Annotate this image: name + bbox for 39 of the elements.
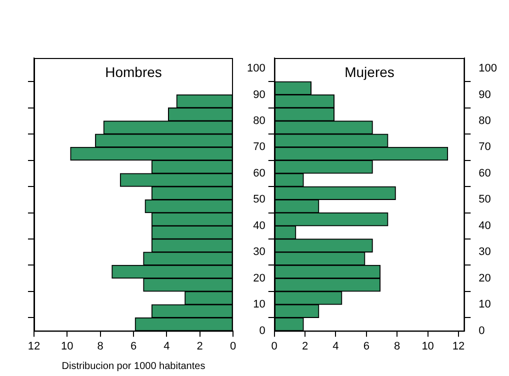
y-tick-label: 10 <box>478 298 491 311</box>
y2-tick-label: 60 <box>253 167 266 180</box>
y2-tick-label: 90 <box>253 88 266 101</box>
x-tick-label: 12 <box>452 340 465 352</box>
y2-tick-label: 100 <box>246 62 266 75</box>
x-tick-label: 4 <box>164 340 170 352</box>
y-tick-label: 0 <box>478 324 485 337</box>
text: Mujeres <box>344 64 394 80</box>
x-tick-label: 6 <box>363 340 370 352</box>
x-tick-label: 10 <box>61 340 74 352</box>
y-tick-label: 60 <box>478 167 491 180</box>
y-tick-label: 100 <box>478 62 498 75</box>
y2-tick-label: 20 <box>253 272 266 284</box>
x-axis-title: Distribucion por 1000 habitantes <box>62 360 206 372</box>
x-tick-label: 4 <box>332 340 339 352</box>
y-tick-label: 50 <box>478 194 491 206</box>
y2-tick-label: 70 <box>253 141 266 154</box>
y2-tick-label: 40 <box>253 220 266 232</box>
x-tick-label: 12 <box>28 340 40 352</box>
y-tick-label: 40 <box>478 220 491 232</box>
y2-tick-label: 0 <box>259 324 266 337</box>
y-tick-label: 70 <box>478 141 491 154</box>
x-tick-label: 2 <box>196 340 203 352</box>
y2-tick-label: 30 <box>253 246 266 258</box>
y-tick-label: 90 <box>478 88 491 101</box>
x-tick-label: 0 <box>230 340 236 352</box>
x-tick-label: 10 <box>422 340 434 352</box>
x-tick-label: 6 <box>130 340 137 352</box>
x-tick-label: 8 <box>97 340 104 352</box>
y2-tick-label: 50 <box>253 194 266 206</box>
x-tick-label: 8 <box>394 340 400 352</box>
y-tick-label: 80 <box>478 114 491 127</box>
y-tick-label: 30 <box>478 246 491 258</box>
chart-title: Hombres <box>105 64 162 80</box>
x-tick-label: 2 <box>302 340 308 352</box>
y-tick-label: 20 <box>478 272 491 284</box>
x-tick-label: 0 <box>271 340 278 352</box>
y2-tick-label: 10 <box>253 298 266 311</box>
y2-tick-label: 80 <box>253 114 266 127</box>
